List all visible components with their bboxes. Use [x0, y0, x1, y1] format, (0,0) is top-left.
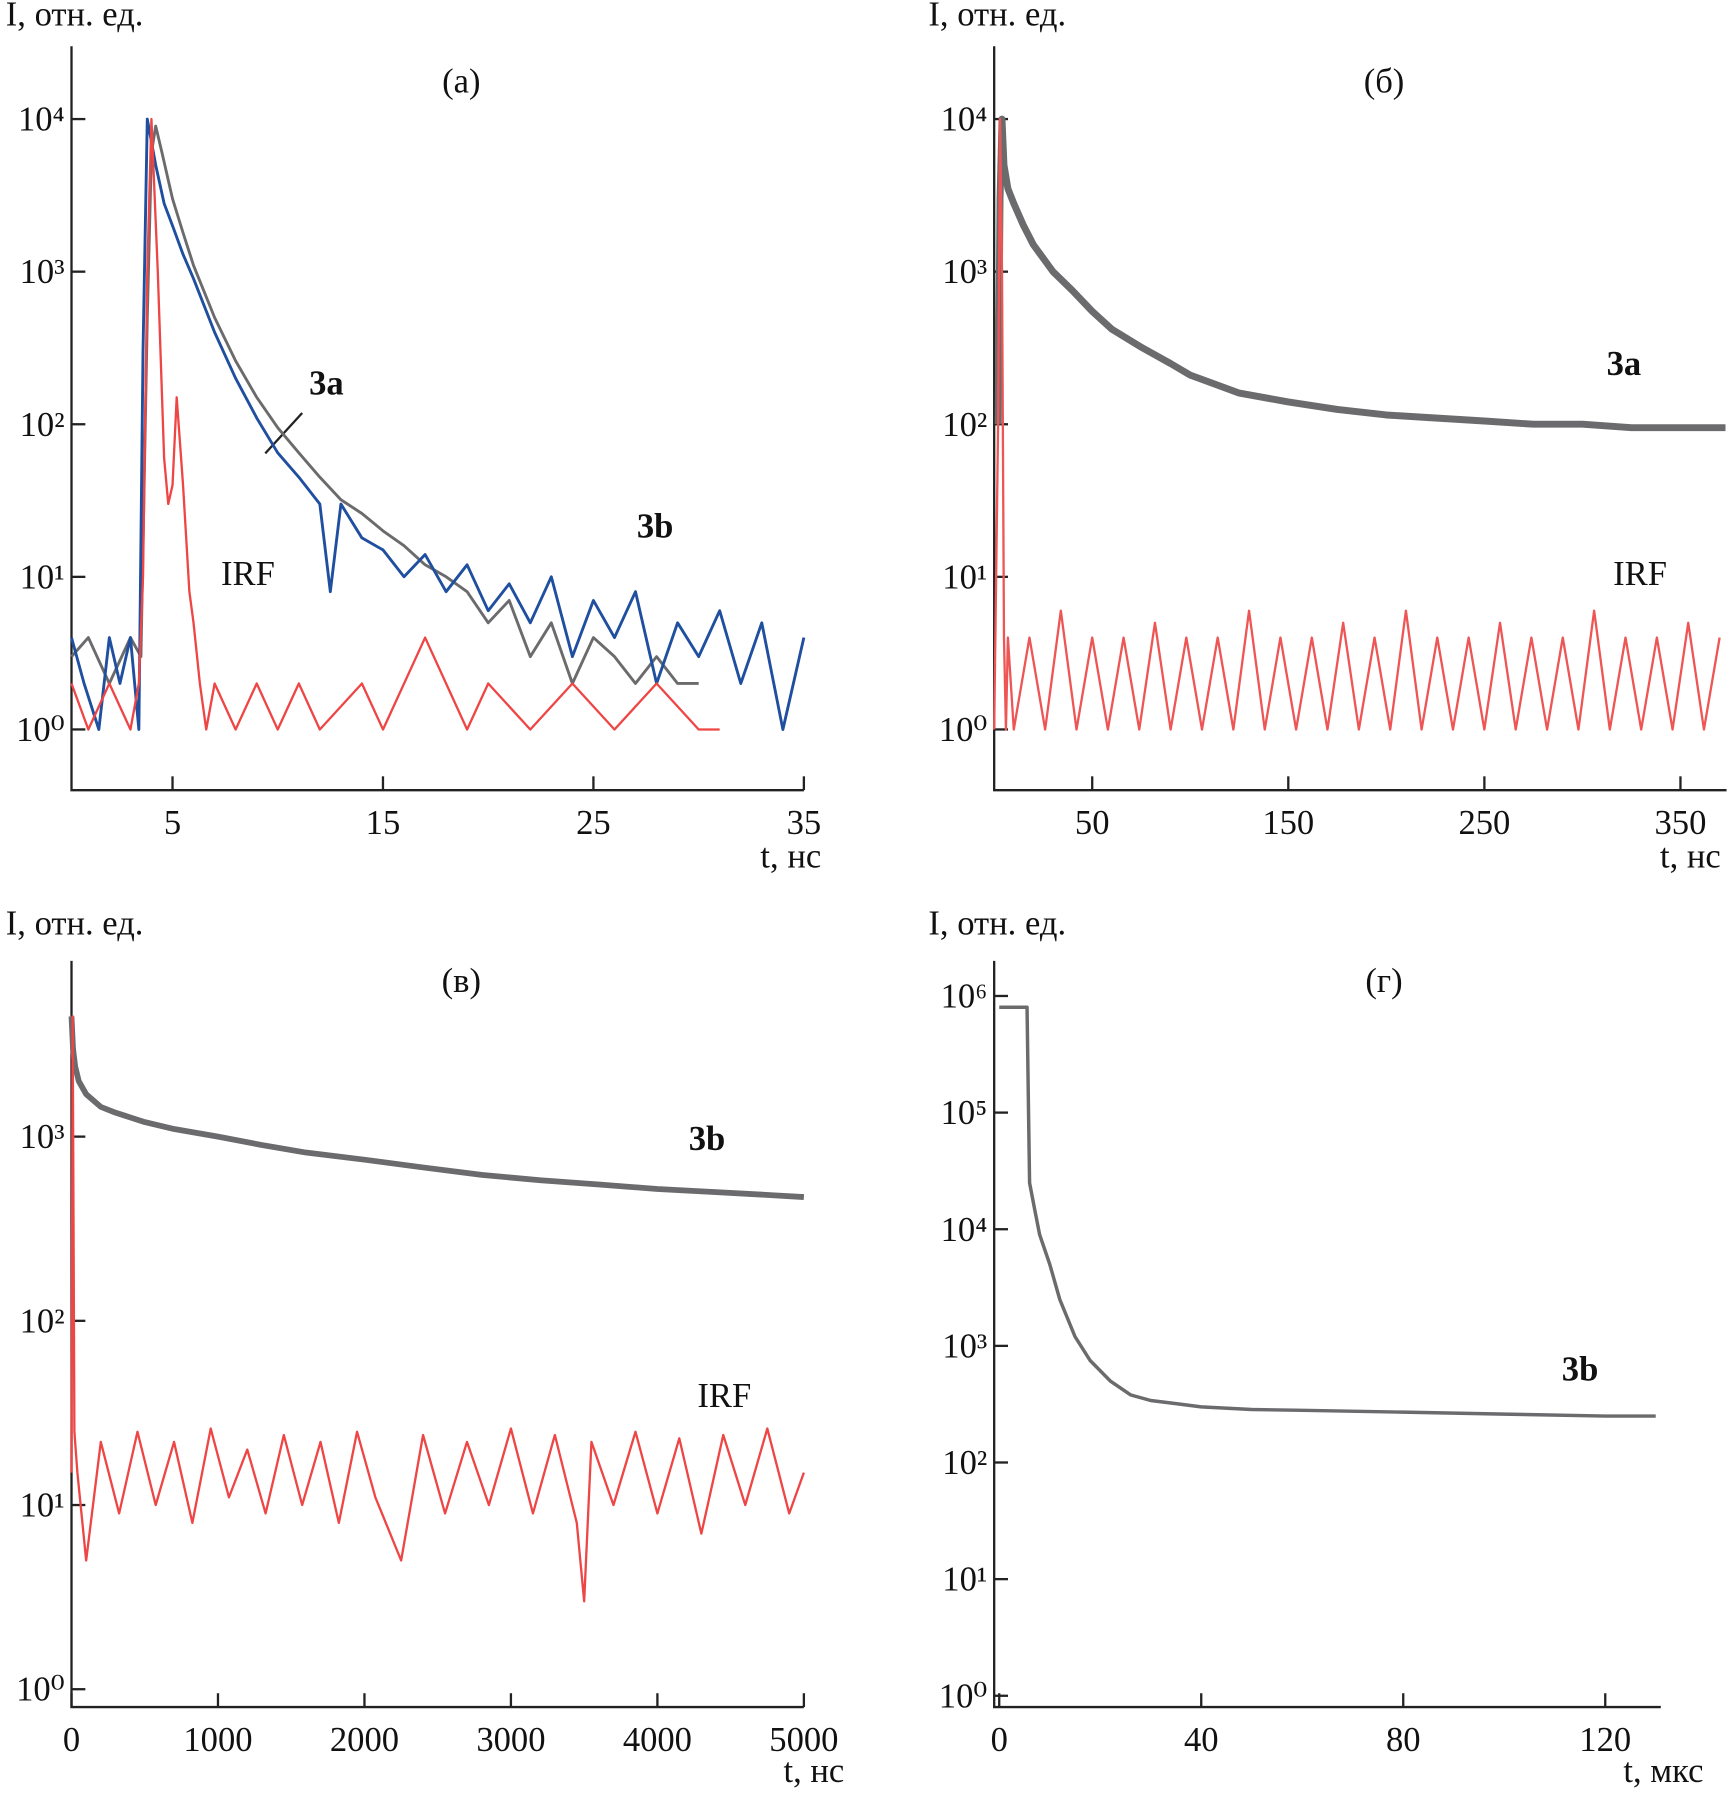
data-line [994, 115, 1726, 432]
x-tick-label: 0 [63, 1721, 80, 1759]
y-tick-label: 10¹ [20, 558, 65, 596]
series-label: 3a [1607, 345, 1642, 383]
x-tick-label: 5 [164, 804, 181, 842]
x-axis-label: t, нс [760, 837, 821, 875]
x-tick-label: 15 [366, 804, 401, 842]
axes [993, 960, 1661, 1709]
data-line [68, 1016, 805, 1200]
axes [70, 46, 804, 792]
x-tick-label: 3000 [476, 1721, 545, 1759]
y-tick-label: 10² [942, 1444, 987, 1482]
y-axis-label: I, отн. ед. [6, 904, 144, 942]
data-line [993, 117, 1721, 731]
x-tick-label: 80 [1386, 1721, 1421, 1759]
y-tick-label: 10¹ [942, 558, 987, 596]
series-label: 3b [689, 1120, 726, 1158]
x-tick-label: 150 [1262, 804, 1314, 842]
x-axis-label: t, мкс [1623, 1752, 1703, 1790]
y-tick-label: 10⁰ [16, 711, 64, 749]
data-line [70, 1015, 805, 1603]
y-axis-label: I, отн. ед. [6, 0, 144, 34]
data-line [70, 117, 720, 731]
y-tick-label: 10⁰ [939, 711, 987, 749]
series-label: IRF [1613, 555, 1667, 593]
x-tick-label: 250 [1458, 804, 1510, 842]
series-label: 3a [309, 365, 344, 403]
data-line [999, 1005, 1656, 1418]
series-label: 3b [1562, 1351, 1599, 1389]
x-tick-label: 4000 [623, 1721, 692, 1759]
x-tick-label: 40 [1184, 1721, 1219, 1759]
y-axis-label: I, отн. ед. [928, 0, 1066, 34]
panel-title: (а) [442, 62, 480, 100]
y-tick-label: 10⁴ [18, 101, 65, 139]
y-axis-label: I, отн. ед. [928, 904, 1066, 942]
y-tick-label: 10³ [942, 1327, 987, 1365]
y-tick-label: 10⁴ [941, 1211, 988, 1249]
x-tick-label: 50 [1075, 804, 1110, 842]
y-tick-label: 10³ [942, 253, 987, 291]
panel-title: (в) [442, 962, 481, 1000]
panel-title: (г) [1365, 962, 1402, 1000]
y-tick-label: 10² [942, 406, 987, 444]
panel-title: (б) [1364, 62, 1405, 100]
y-tick-label: 10⁵ [941, 1094, 988, 1132]
series-label: IRF [221, 555, 275, 593]
series-label: IRF [697, 1377, 751, 1415]
y-tick-label: 10¹ [20, 1487, 65, 1525]
series-label: 3b [637, 508, 674, 546]
y-tick-label: 10³ [20, 253, 65, 291]
x-tick-label: 5000 [769, 1721, 838, 1759]
y-tick-label: 10² [20, 406, 65, 444]
x-tick-label: 1000 [183, 1721, 252, 1759]
y-tick-label: 10³ [20, 1118, 65, 1156]
y-tick-label: 10² [20, 1302, 65, 1340]
y-tick-label: 10⁰ [939, 1677, 987, 1715]
x-axis-label: t, нс [1660, 837, 1721, 875]
x-tick-label: 120 [1579, 1721, 1631, 1759]
axes [993, 46, 1727, 792]
data-line [70, 117, 806, 731]
y-tick-label: 10⁶ [941, 978, 988, 1016]
x-tick-label: 2000 [330, 1721, 399, 1759]
y-tick-label: 10⁴ [941, 101, 988, 139]
x-tick-label: 25 [576, 804, 611, 842]
axes [70, 960, 804, 1709]
x-tick-label: 350 [1655, 804, 1707, 842]
y-tick-label: 10⁰ [16, 1671, 64, 1709]
y-tick-label: 10¹ [942, 1561, 987, 1599]
x-tick-label: 0 [991, 1721, 1008, 1759]
x-axis-label: t, нс [783, 1752, 844, 1790]
x-tick-label: 35 [787, 804, 822, 842]
